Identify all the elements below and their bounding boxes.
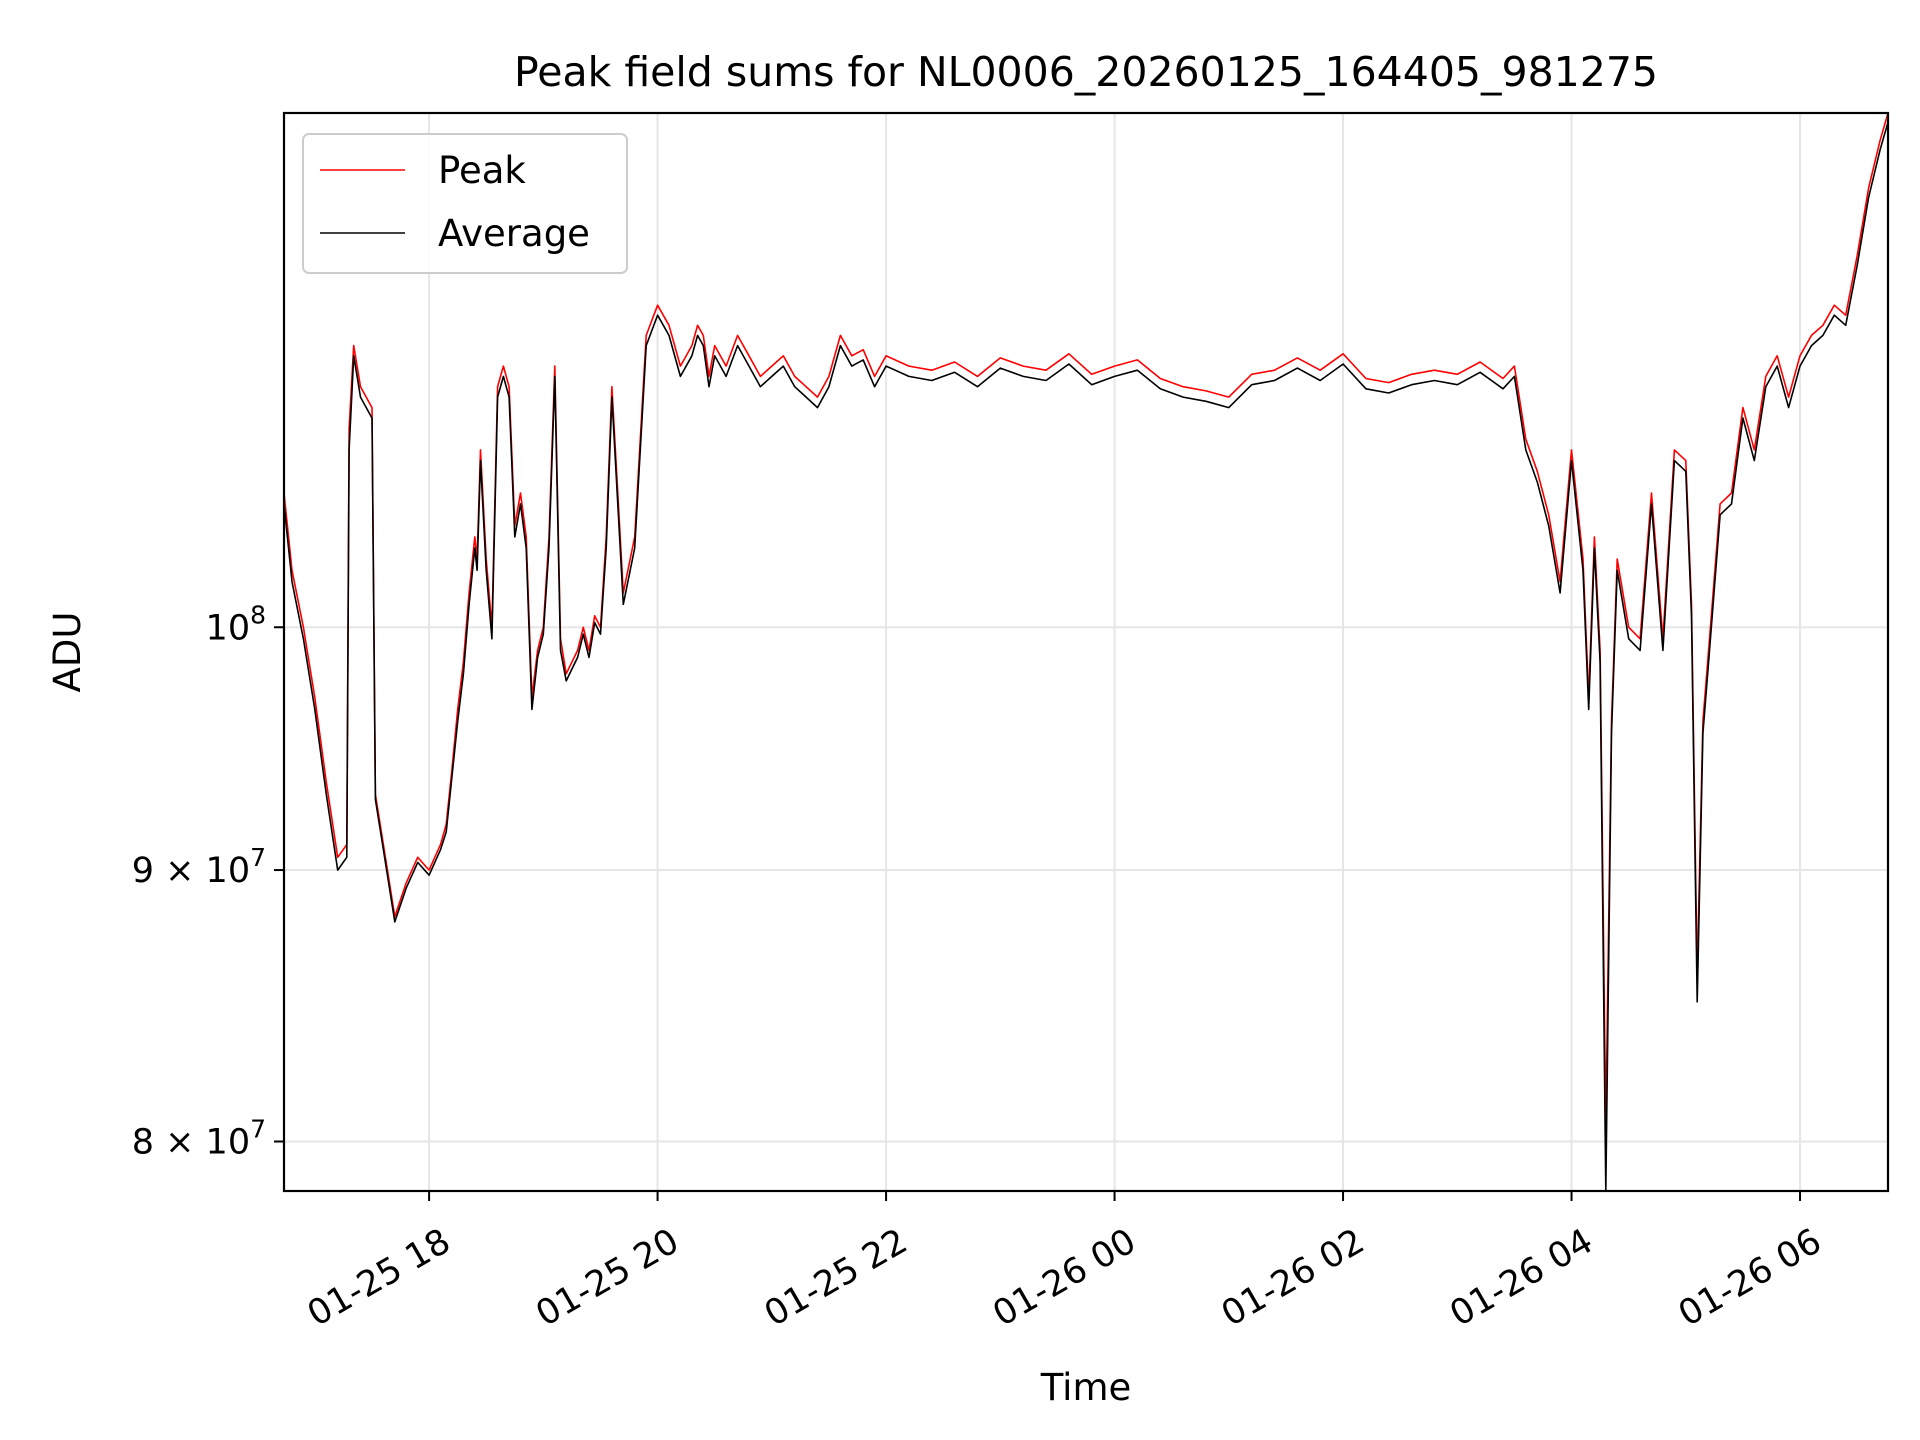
- plot-frame: [282, 111, 1890, 1193]
- chart-title: Peak field sums for NL0006_20260125_1644…: [514, 48, 1658, 96]
- y-tick-label: 8 × 107: [132, 1115, 266, 1163]
- y-tick-label: 108: [206, 600, 266, 648]
- legend: Peak Average: [302, 133, 628, 274]
- series-line-average: [284, 121, 1888, 1191]
- x-axis-label: Time: [1040, 1366, 1132, 1409]
- y-axis-label: ADU: [46, 612, 89, 693]
- series-line-peak: [284, 113, 1888, 1128]
- y-tick-label: 9 × 107: [132, 843, 266, 891]
- legend-box: [302, 133, 628, 274]
- legend-label-peak: Peak: [438, 149, 526, 192]
- legend-label-average: Average: [438, 212, 590, 255]
- grid-layer: [284, 113, 1888, 1191]
- series-layer: [284, 113, 1888, 1191]
